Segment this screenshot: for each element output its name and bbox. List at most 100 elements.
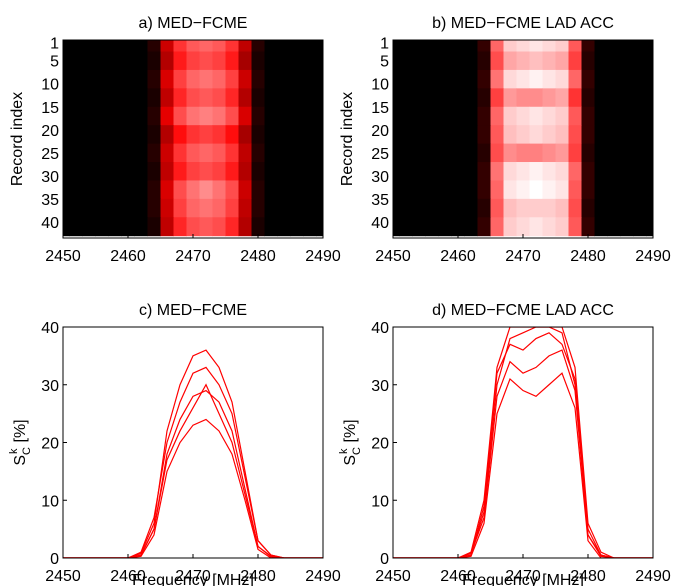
x-tick-label: 2450 xyxy=(375,248,411,265)
heat-cell xyxy=(503,40,517,53)
heat-cell xyxy=(290,125,304,145)
heat-cell xyxy=(607,125,621,145)
heat-cell xyxy=(581,198,595,218)
heat-cell xyxy=(147,125,161,145)
heat-cell xyxy=(69,180,83,200)
heat-cell xyxy=(477,198,491,218)
heat-cell xyxy=(69,125,83,145)
heat-cell xyxy=(121,106,135,126)
heat-cell xyxy=(316,180,323,200)
heat-cell xyxy=(251,198,265,218)
heat-cell xyxy=(529,88,543,108)
heat-cell xyxy=(516,162,530,181)
y-tick-label: 10 xyxy=(371,493,389,510)
heat-cell xyxy=(121,162,135,181)
heat-cell xyxy=(63,125,70,145)
heat-cell xyxy=(160,143,174,163)
heat-cell xyxy=(186,40,200,53)
y-tick-label: 1 xyxy=(380,35,389,52)
heat-cell xyxy=(134,51,148,71)
heat-cell xyxy=(303,217,317,237)
heat-cell xyxy=(303,125,317,145)
heat-cell xyxy=(620,69,634,89)
y-tick-label: 35 xyxy=(41,192,59,209)
heat-cell xyxy=(238,40,252,53)
heat-cell xyxy=(412,125,426,145)
heat-cell xyxy=(212,51,226,71)
heat-cell xyxy=(542,198,556,218)
heat-cell xyxy=(173,162,187,181)
heat-cell xyxy=(399,217,413,237)
heat-cell xyxy=(633,162,647,181)
heat-cell xyxy=(316,143,323,163)
heat-cell xyxy=(581,106,595,126)
heat-cell xyxy=(212,106,226,126)
heat-cell xyxy=(412,106,426,126)
heat-cell xyxy=(516,69,530,89)
heat-cell xyxy=(393,69,400,89)
heat-cell xyxy=(464,180,478,200)
heat-cell xyxy=(477,106,491,126)
heat-cell xyxy=(646,198,653,218)
heat-cell xyxy=(633,217,647,237)
heat-cell xyxy=(108,69,122,89)
heat-cell xyxy=(173,51,187,71)
heat-cell xyxy=(69,88,83,108)
heat-cell xyxy=(503,217,517,237)
heat-cell xyxy=(542,51,556,71)
heat-cell xyxy=(173,40,187,53)
heat-cell xyxy=(516,217,530,237)
heat-cell xyxy=(134,217,148,237)
heat-cell xyxy=(542,162,556,181)
heat-cell xyxy=(568,40,582,53)
heat-cell xyxy=(225,217,239,237)
heat-cell xyxy=(412,162,426,181)
heat-cell xyxy=(225,143,239,163)
heat-cell xyxy=(555,143,569,163)
heat-cell xyxy=(264,106,278,126)
heat-cell xyxy=(393,106,400,126)
heat-cell xyxy=(620,217,634,237)
panel: c) MED−FCME 2450 2460 2470 2480 2490 0 10 20 30 40… xyxy=(8,302,341,586)
series-line xyxy=(63,418,323,558)
heat-cell xyxy=(277,125,291,145)
heat-cell xyxy=(393,198,400,218)
heat-cell xyxy=(173,143,187,163)
heat-cell xyxy=(633,69,647,89)
heat-cell xyxy=(225,198,239,218)
heat-cell xyxy=(316,40,323,53)
heat-cell xyxy=(225,88,239,108)
heat-cell xyxy=(147,143,161,163)
heat-cell xyxy=(95,88,109,108)
heat-cell xyxy=(251,69,265,89)
heat-cell xyxy=(646,69,653,89)
heat-cell xyxy=(63,162,70,181)
heat-cell xyxy=(568,88,582,108)
heat-cell xyxy=(277,162,291,181)
x-tick-label: 2490 xyxy=(305,248,341,265)
heat-cell xyxy=(490,143,504,163)
heat-cell xyxy=(303,88,317,108)
heat-cell xyxy=(251,40,265,53)
y-tick-label: 25 xyxy=(41,146,59,163)
heat-cell xyxy=(186,198,200,218)
heat-cell xyxy=(425,88,439,108)
heat-cell xyxy=(620,125,634,145)
heat-cell xyxy=(264,198,278,218)
heat-cell xyxy=(425,40,439,53)
heat-cell xyxy=(393,40,400,53)
x-tick-label: 2480 xyxy=(240,248,276,265)
heat-cell xyxy=(516,198,530,218)
heat-cell xyxy=(251,51,265,71)
heat-cell xyxy=(212,143,226,163)
heat-cell xyxy=(451,180,465,200)
heat-cell xyxy=(160,40,174,53)
heat-cell xyxy=(69,143,83,163)
heat-cell xyxy=(316,69,323,89)
heat-cell xyxy=(633,143,647,163)
label-sub: C xyxy=(21,447,33,455)
heat-cell xyxy=(568,143,582,163)
heat-cell xyxy=(529,217,543,237)
axes-frame xyxy=(392,326,654,559)
heat-cell xyxy=(277,40,291,53)
